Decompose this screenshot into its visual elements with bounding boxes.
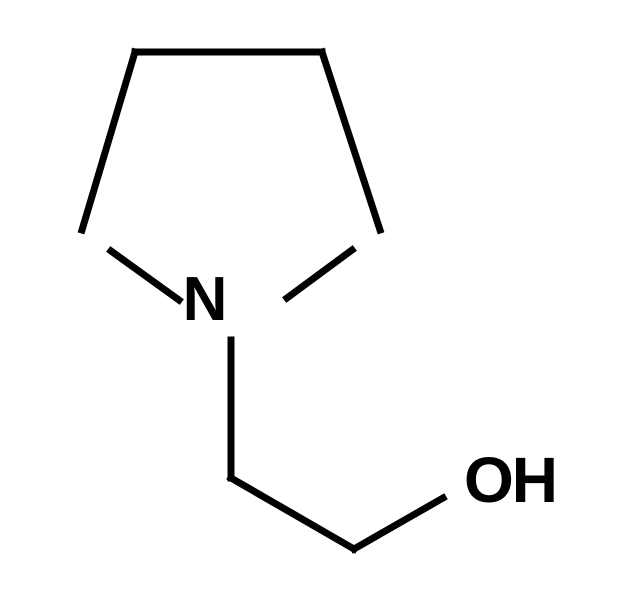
bond-line <box>354 498 443 549</box>
hydroxyl-label: OH <box>464 448 556 512</box>
bond-line <box>231 478 354 549</box>
nitrogen-label: N <box>183 269 226 331</box>
bond-line <box>322 52 380 230</box>
bond-line <box>287 250 352 298</box>
chemical-structure-diagram: N OH <box>0 0 640 602</box>
bond-line <box>111 251 179 300</box>
bond-line <box>82 52 135 230</box>
